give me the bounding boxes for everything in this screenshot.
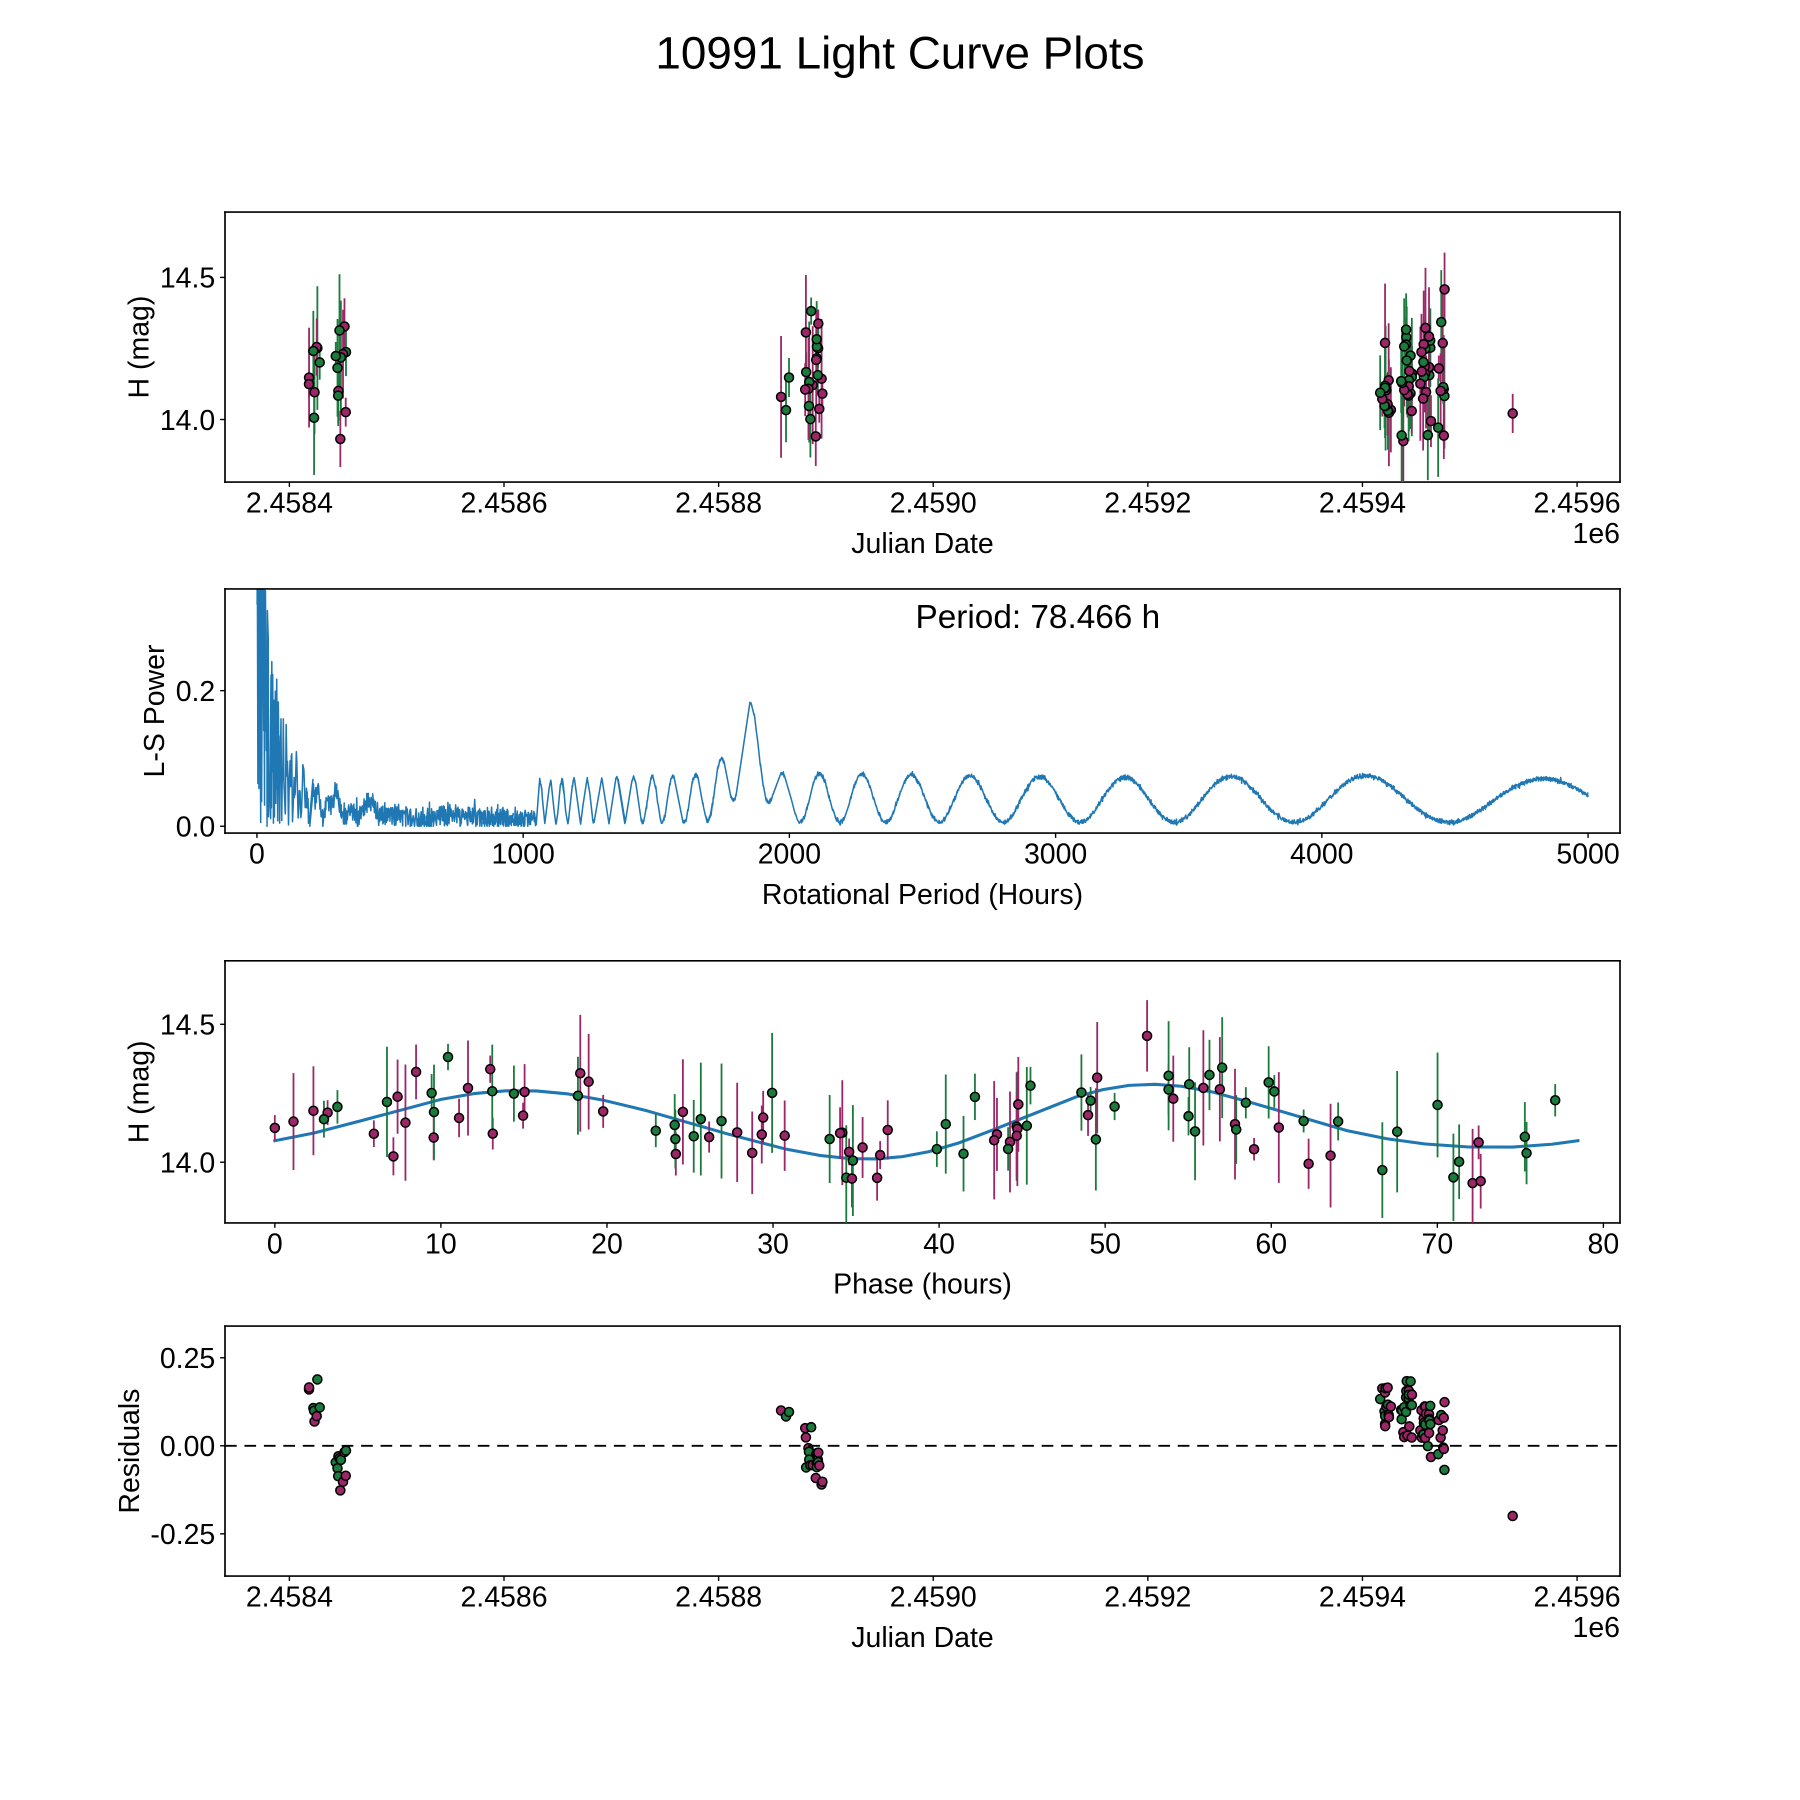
svg-text:0.0: 0.0	[176, 812, 216, 844]
svg-text:4000: 4000	[1290, 838, 1353, 870]
svg-text:5000: 5000	[1556, 838, 1619, 870]
svg-text:2.4590: 2.4590	[890, 487, 977, 519]
svg-text:10991 Light Curve Plots: 10991 Light Curve Plots	[655, 28, 1144, 79]
svg-text:2.4596: 2.4596	[1534, 1581, 1621, 1613]
svg-text:Rotational Period (Hours): Rotational Period (Hours)	[762, 879, 1083, 911]
svg-text:10: 10	[425, 1228, 457, 1260]
svg-text:Julian Date: Julian Date	[851, 1622, 993, 1654]
svg-text:14.5: 14.5	[160, 1010, 215, 1042]
svg-text:2.4588: 2.4588	[675, 1581, 762, 1613]
svg-text:2.4588: 2.4588	[675, 487, 762, 519]
svg-text:14.0: 14.0	[160, 1148, 215, 1180]
svg-text:14.5: 14.5	[160, 263, 215, 295]
svg-text:80: 80	[1588, 1228, 1620, 1260]
svg-text:50: 50	[1089, 1228, 1121, 1260]
svg-text:-0.25: -0.25	[150, 1519, 215, 1551]
svg-text:H (mag): H (mag)	[123, 1040, 155, 1143]
svg-text:14.0: 14.0	[160, 405, 215, 437]
svg-text:2.4592: 2.4592	[1104, 487, 1191, 519]
svg-text:Period: 78.466 h: Period: 78.466 h	[916, 599, 1161, 636]
svg-text:2.4594: 2.4594	[1319, 1581, 1406, 1613]
svg-text:2.4586: 2.4586	[460, 1581, 547, 1613]
svg-text:2.4584: 2.4584	[246, 487, 333, 519]
svg-text:40: 40	[923, 1228, 955, 1260]
svg-text:1e6: 1e6	[1573, 1612, 1620, 1644]
svg-text:2.4584: 2.4584	[246, 1581, 333, 1613]
svg-text:3000: 3000	[1024, 838, 1087, 870]
svg-text:0.2: 0.2	[176, 676, 216, 708]
svg-text:30: 30	[757, 1228, 789, 1260]
svg-text:0: 0	[249, 838, 265, 870]
svg-text:2.4592: 2.4592	[1104, 1581, 1191, 1613]
svg-text:0: 0	[267, 1228, 283, 1260]
svg-text:2000: 2000	[758, 838, 821, 870]
svg-text:L-S Power: L-S Power	[139, 645, 171, 778]
svg-text:2.4596: 2.4596	[1534, 487, 1621, 519]
svg-text:20: 20	[591, 1228, 623, 1260]
svg-text:0.25: 0.25	[160, 1343, 215, 1375]
svg-text:70: 70	[1421, 1228, 1453, 1260]
svg-text:2.4594: 2.4594	[1319, 487, 1406, 519]
svg-text:2.4586: 2.4586	[460, 487, 547, 519]
svg-text:Phase (hours): Phase (hours)	[833, 1269, 1012, 1301]
svg-text:H (mag): H (mag)	[123, 296, 155, 399]
svg-text:Residuals: Residuals	[114, 1389, 146, 1514]
svg-text:Julian Date: Julian Date	[851, 528, 993, 560]
svg-text:1e6: 1e6	[1573, 518, 1620, 550]
svg-text:0.00: 0.00	[160, 1431, 215, 1463]
svg-text:2.4590: 2.4590	[890, 1581, 977, 1613]
svg-text:1000: 1000	[491, 838, 554, 870]
svg-text:60: 60	[1255, 1228, 1287, 1260]
